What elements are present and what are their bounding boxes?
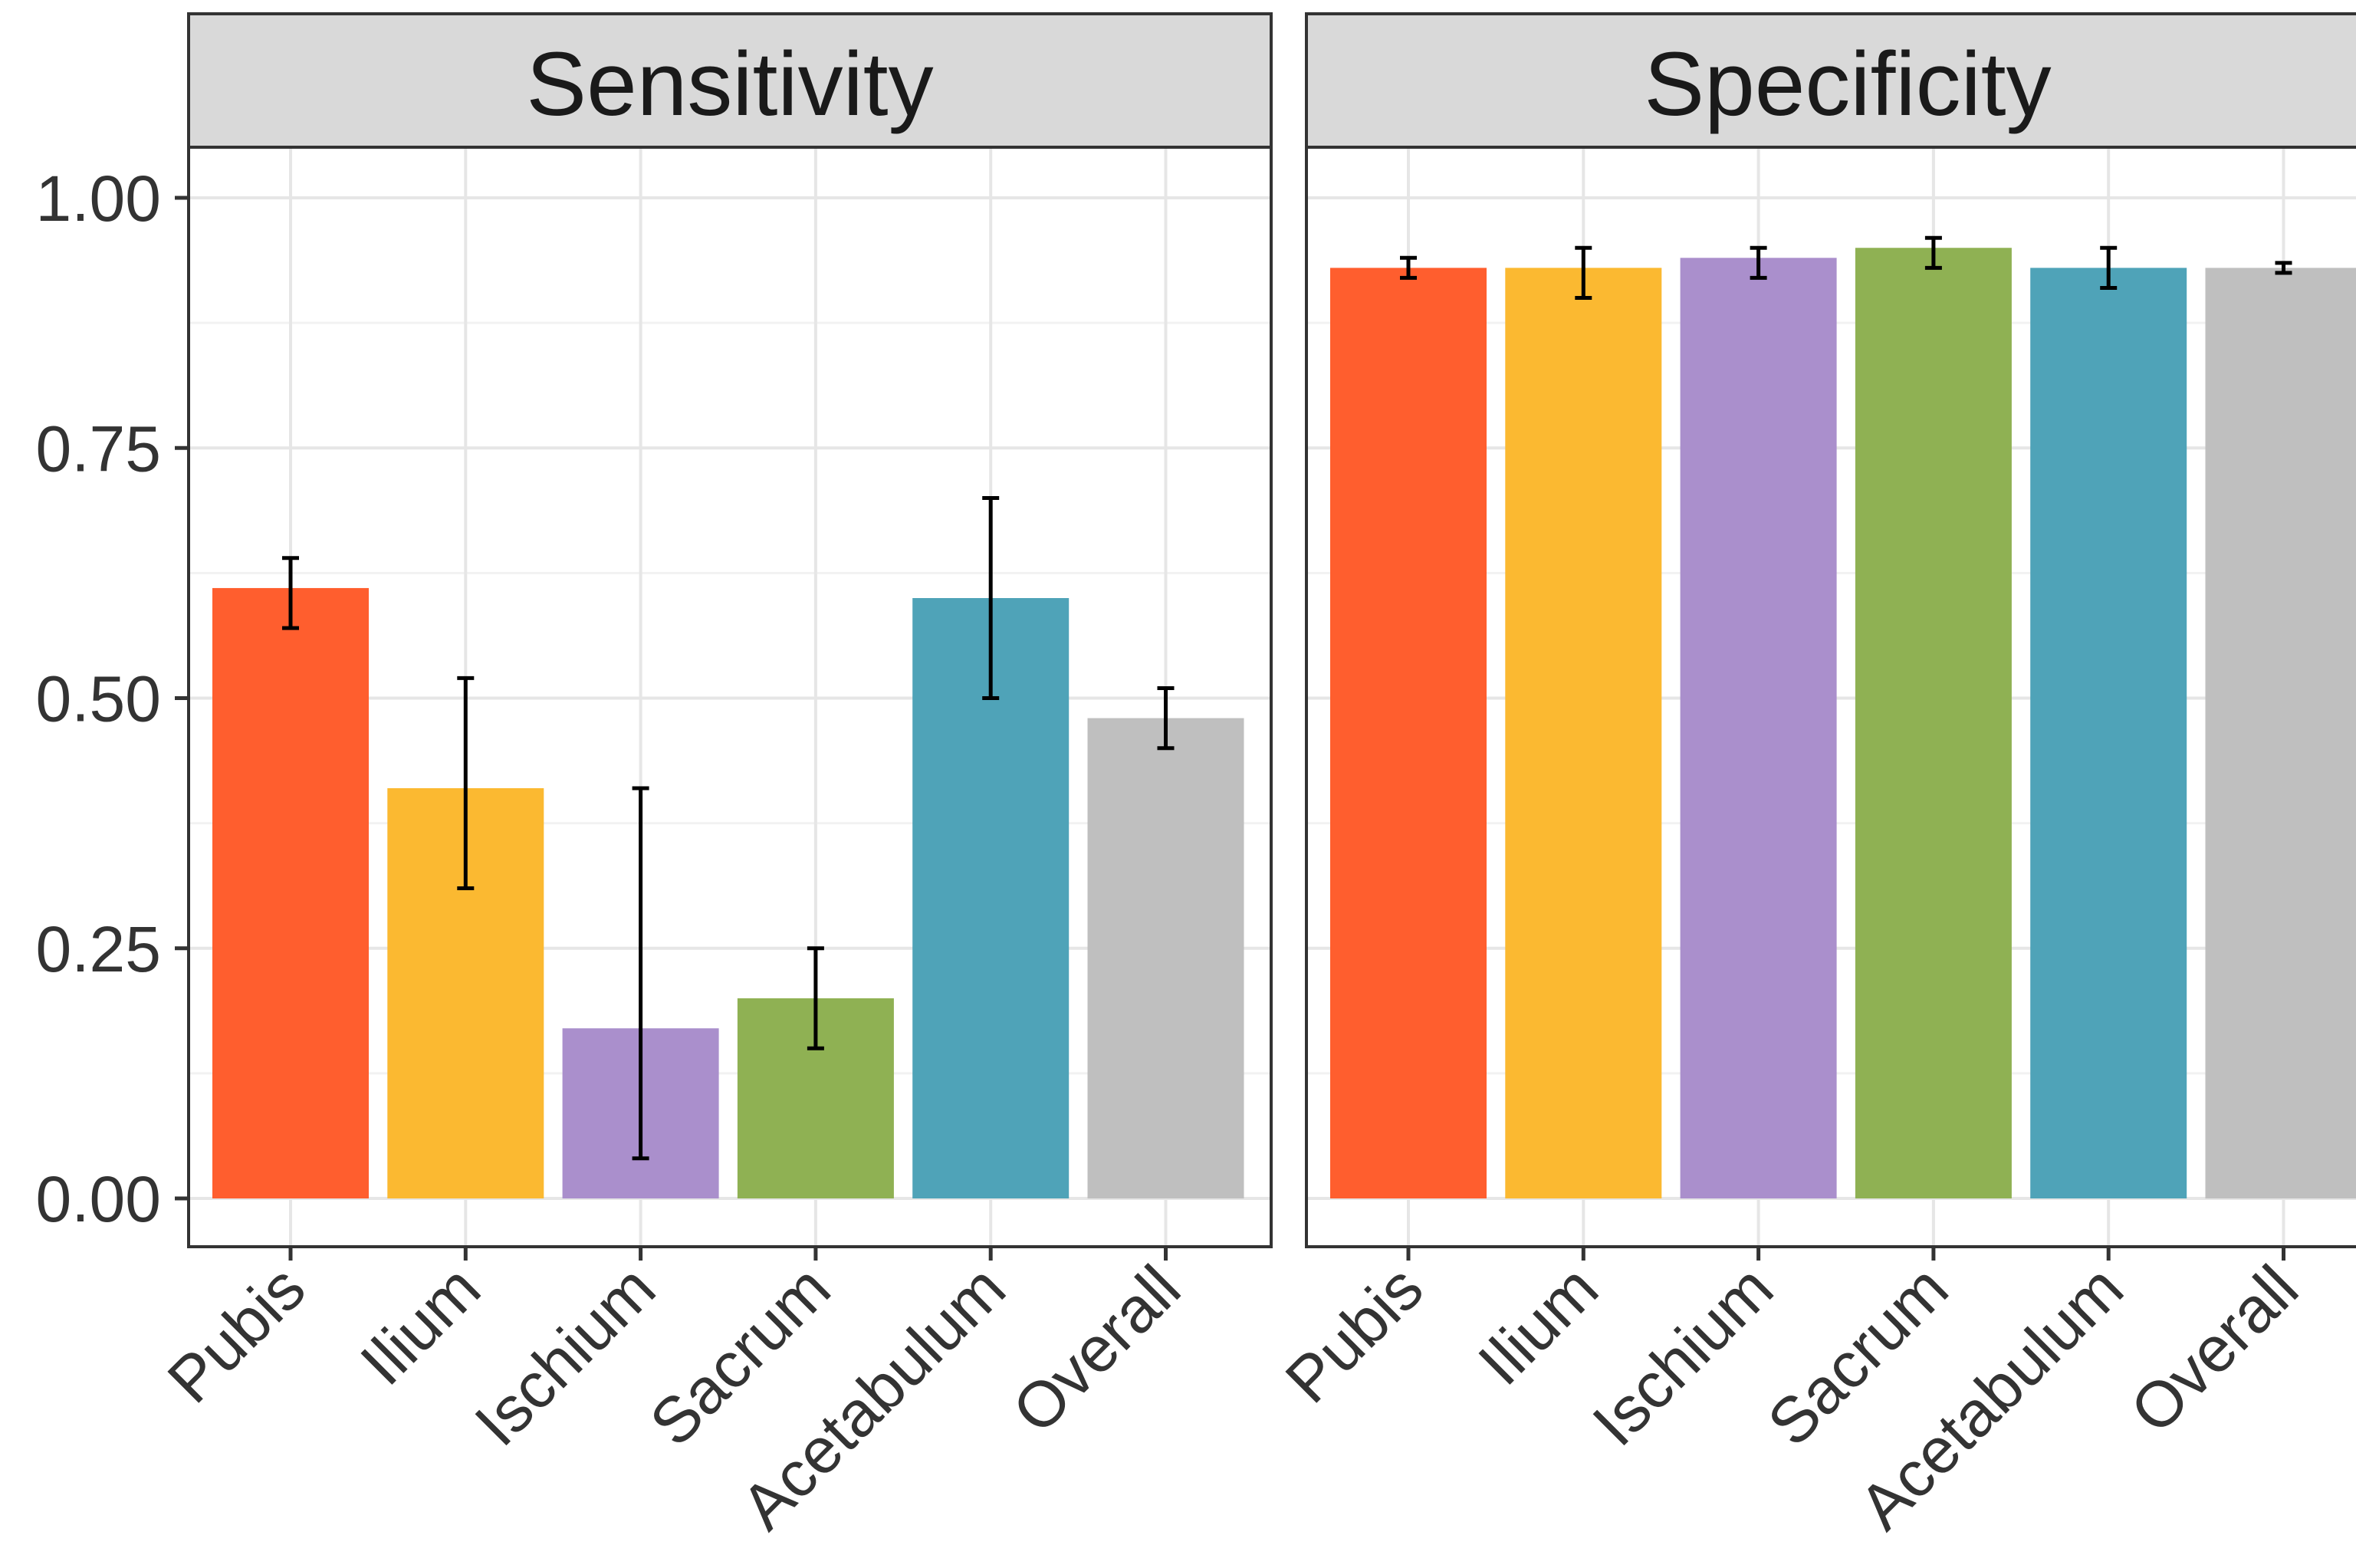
x-tick-label: Ischium xyxy=(461,1251,669,1459)
panel-title: Specificity xyxy=(1644,34,2051,135)
x-tick-label: Ilium xyxy=(1464,1251,1612,1399)
y-tick-label: 0.75 xyxy=(36,413,162,485)
bar-sacrum xyxy=(1855,248,2012,1198)
y-tick-label: 0.25 xyxy=(36,913,162,985)
y-tick-label: 1.00 xyxy=(36,163,162,235)
x-tick-label: Ischium xyxy=(1579,1251,1786,1459)
y-tick-label: 0.50 xyxy=(36,663,162,735)
panel-title: Sensitivity xyxy=(526,34,933,135)
x-tick-label: Overall xyxy=(999,1251,1194,1447)
bar-overall xyxy=(2206,268,2356,1198)
x-tick-label: Ilium xyxy=(347,1251,494,1399)
bar-ilium xyxy=(1505,268,1661,1198)
bar-overall xyxy=(1088,718,1244,1198)
x-tick-label: Overall xyxy=(2117,1251,2312,1447)
bar-ischium xyxy=(1681,258,1837,1198)
y-tick-label: 0.00 xyxy=(36,1163,162,1235)
bar-pubis xyxy=(212,588,369,1198)
bar-acetabulum xyxy=(2030,268,2187,1198)
x-tick-label: Pubis xyxy=(1272,1251,1437,1416)
bar-pubis xyxy=(1330,268,1487,1198)
x-tick-label: Pubis xyxy=(154,1251,319,1416)
